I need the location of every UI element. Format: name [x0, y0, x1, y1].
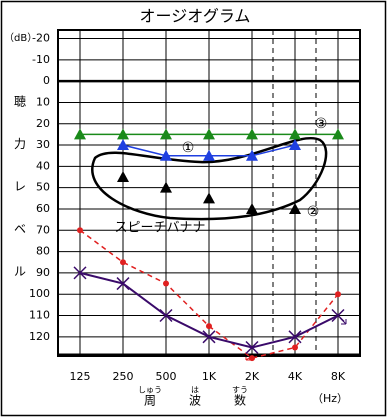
data-point	[289, 139, 301, 151]
data-point	[246, 149, 258, 161]
data-point	[120, 259, 126, 266]
speech-banana	[91, 137, 328, 221]
x-tick-label: 4K	[288, 370, 303, 383]
data-point	[163, 280, 169, 287]
y-tick-label: 50	[36, 181, 50, 194]
y-label: ル	[14, 265, 26, 279]
x-unit: （Hz）	[312, 392, 348, 405]
x-label: 数	[234, 393, 246, 408]
y-tick-label: 30	[36, 138, 50, 151]
annotation: スピーチバナナ	[114, 221, 205, 236]
y-tick-label: -10	[32, 53, 50, 66]
x-tick-label: 250	[113, 370, 134, 383]
x-tick-label: 2K	[245, 370, 260, 383]
data-point	[74, 128, 86, 140]
y-tick-label: 40	[36, 159, 50, 172]
data-point	[117, 128, 129, 140]
y-tick-label: 80	[36, 245, 50, 258]
y-tick-label: 100	[29, 287, 50, 300]
data-point	[77, 227, 83, 234]
annotation: ②	[307, 204, 320, 220]
data-point	[246, 202, 258, 214]
x-label: 波	[189, 394, 201, 408]
y-tick-label: 10	[36, 95, 50, 108]
data-point	[203, 149, 215, 161]
y-label: 聴	[14, 95, 26, 109]
y-unit: （dB）	[4, 32, 37, 44]
y-tick-label: 20	[36, 117, 50, 130]
y-label: 力	[14, 137, 26, 151]
y-tick-label: 90	[36, 266, 50, 279]
data-point	[202, 330, 216, 344]
annotation: ①	[182, 140, 195, 156]
data-point	[289, 128, 301, 140]
x-label-ruby: しゅう	[138, 386, 162, 395]
data-point	[288, 330, 302, 344]
y-tick-label: 110	[29, 309, 50, 322]
x-tick-label: 8K	[331, 370, 346, 383]
data-point	[160, 128, 172, 140]
data-point	[116, 277, 130, 291]
data-point	[245, 340, 259, 355]
data-point	[331, 308, 345, 323]
data-point	[292, 344, 298, 351]
y-tick-label: 120	[29, 330, 50, 343]
data-point	[206, 323, 212, 330]
y-label: レ	[14, 180, 26, 194]
x-tick-label: 1K	[202, 370, 217, 383]
data-point	[249, 355, 255, 362]
annotation: ③	[315, 116, 328, 132]
data-point	[203, 128, 215, 140]
x-label-ruby: は	[191, 386, 199, 395]
chart-title: オージオグラム	[140, 7, 251, 26]
y-tick-label: 70	[36, 223, 50, 236]
data-point	[159, 308, 173, 323]
data-point	[289, 202, 301, 214]
data-point	[117, 139, 129, 151]
data-point	[73, 266, 87, 280]
y-tick-label: -20	[32, 32, 50, 45]
data-point	[160, 181, 172, 193]
x-tick-label: 125	[70, 370, 91, 383]
x-label-ruby: すう	[232, 386, 248, 395]
x-tick-label: 500	[156, 370, 177, 383]
y-tick-label: 0	[43, 74, 50, 87]
data-point	[160, 149, 172, 161]
data-point	[117, 171, 129, 183]
x-label: 周	[144, 394, 156, 408]
data-point	[335, 291, 341, 298]
y-label: ベ	[14, 222, 26, 236]
y-tick-label: 60	[36, 202, 50, 215]
data-point	[246, 128, 258, 140]
data-point	[332, 128, 344, 140]
data-point	[203, 192, 215, 204]
